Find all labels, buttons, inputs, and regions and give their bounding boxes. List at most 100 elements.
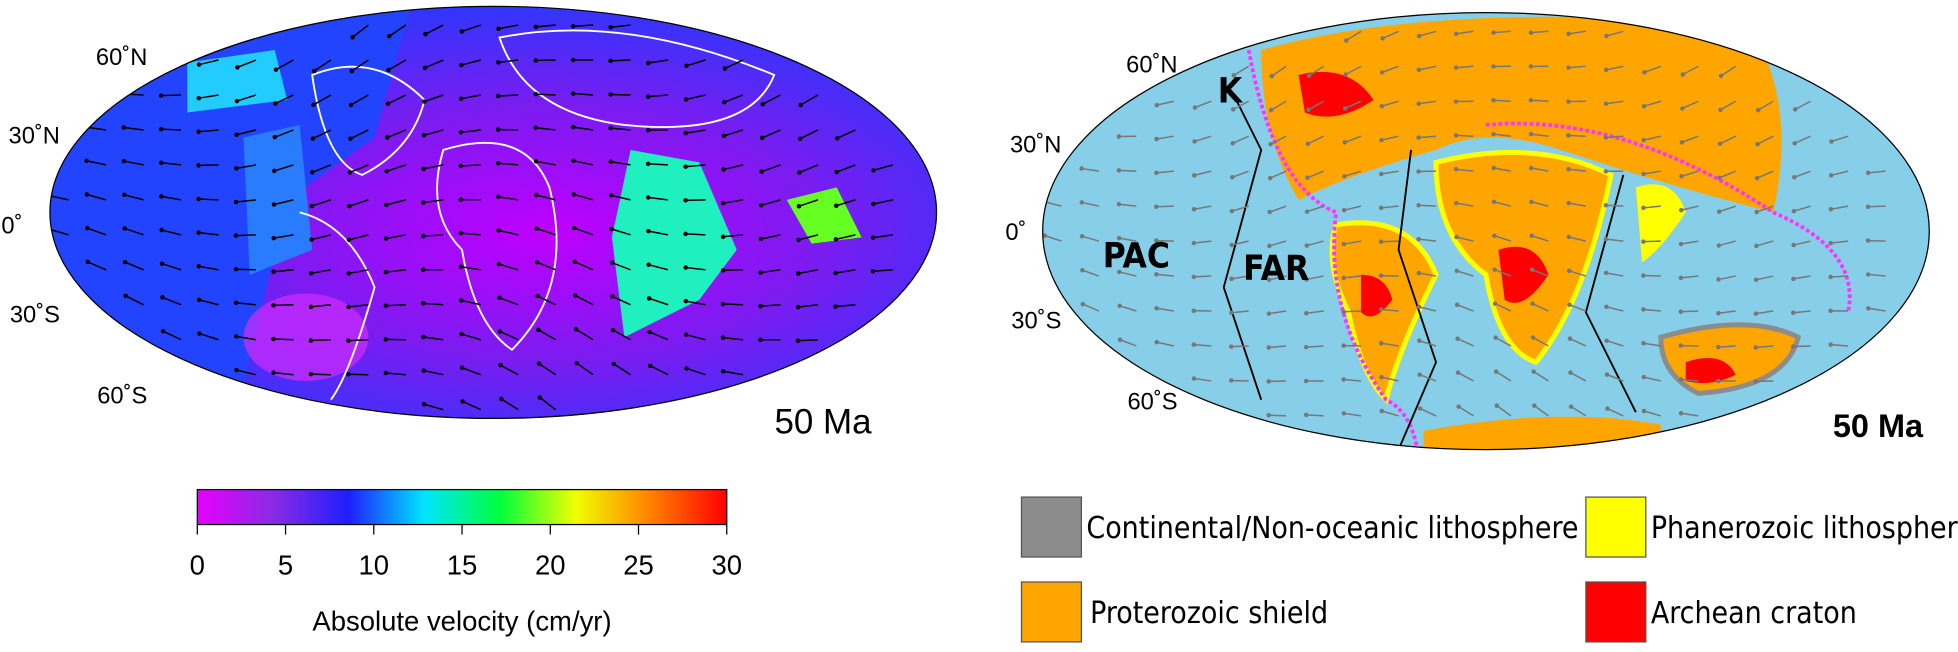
arrow-head <box>309 203 315 209</box>
arrow-shaft <box>424 59 444 69</box>
arrow-shaft <box>1568 65 1586 69</box>
arrow-shaft <box>1680 275 1699 279</box>
arrow-shaft <box>1418 100 1437 105</box>
arrow-head <box>1678 275 1684 281</box>
arrow-head <box>1529 233 1535 239</box>
arrow-head <box>1529 199 1534 205</box>
arrow-head <box>1604 304 1609 310</box>
arrow-head <box>121 91 126 97</box>
arrow-shaft <box>351 59 369 72</box>
arrow-head <box>1755 107 1761 113</box>
arrow-head <box>459 331 464 337</box>
arrow-head <box>347 170 353 175</box>
arrow-head <box>234 367 239 373</box>
arrow-shaft <box>537 329 557 341</box>
arrow-shaft <box>1231 240 1249 246</box>
arrow-head <box>1231 73 1237 78</box>
arrow-head <box>608 193 614 198</box>
arrow-shaft <box>1830 170 1849 177</box>
arrow-head <box>870 235 876 240</box>
arrow-head <box>459 62 464 68</box>
arrow-shaft <box>1345 65 1362 76</box>
arrow-head <box>1079 234 1085 239</box>
arrow-shaft <box>1718 205 1736 213</box>
arrow-shaft <box>836 164 856 173</box>
colorbar-tick-label: 10 <box>359 549 390 580</box>
arrow-shaft <box>1533 405 1549 417</box>
arrow-head <box>383 337 389 342</box>
legend: Continental/Non-oceanic lithosphere Phane… <box>1020 496 1958 643</box>
arrow-head <box>758 303 763 309</box>
arrow-shaft <box>273 199 294 206</box>
arrow-shaft <box>423 164 444 170</box>
arrow-head <box>1641 137 1647 143</box>
arrow-head <box>233 199 239 205</box>
arrow-head <box>497 295 502 301</box>
plate-label: K <box>1218 71 1244 111</box>
arrow-shaft <box>1270 100 1287 111</box>
arrow-head <box>760 101 765 107</box>
arrow-head <box>1378 239 1384 244</box>
arrow-head <box>346 304 351 310</box>
arrow-shaft <box>499 297 519 306</box>
arrow-shaft <box>1868 307 1886 312</box>
india-plate <box>611 149 737 338</box>
arrow-head <box>1754 209 1759 215</box>
arrow-head <box>871 201 876 207</box>
arrow-shaft <box>461 367 482 376</box>
arrow-head <box>1341 207 1347 213</box>
arrow-shaft <box>498 162 519 166</box>
arrow-head <box>1267 243 1272 249</box>
arrow-head <box>1603 203 1609 208</box>
arrow-head <box>496 194 501 200</box>
arrow-head <box>384 168 390 174</box>
map-outline <box>49 5 938 420</box>
arrow-head <box>1566 65 1571 70</box>
arrow-head <box>1154 306 1159 311</box>
arrow-head <box>1303 344 1309 350</box>
arrow-head <box>273 67 279 72</box>
arrow-shaft <box>349 164 369 174</box>
subduction-zone <box>1246 49 1420 450</box>
arrow-shaft <box>162 296 182 306</box>
arrow-shaft <box>423 369 444 376</box>
latitude-labels: 60˚N 30˚N 0˚ 30˚S 60˚S <box>1 45 147 409</box>
arrow-shaft <box>1531 201 1549 207</box>
arrow-head <box>196 129 201 135</box>
arrow-head <box>720 268 726 273</box>
arrow-shaft <box>1306 205 1324 213</box>
arrow-shaft <box>1268 310 1287 315</box>
arrow-shaft <box>535 93 556 96</box>
arrow-shaft <box>685 233 706 236</box>
arrow-head <box>235 65 240 70</box>
arrow-head <box>421 368 426 373</box>
arrow-head <box>1343 72 1348 77</box>
arrow-shaft <box>1307 170 1324 179</box>
arrow-head <box>421 267 426 272</box>
arrow-shaft <box>1606 373 1624 382</box>
arrow-head <box>1753 345 1759 350</box>
arrow-head <box>1717 141 1723 147</box>
arrow-head <box>158 93 164 98</box>
arrow-head <box>310 136 316 141</box>
arrow-head <box>1342 106 1348 111</box>
arrow-head <box>346 372 351 377</box>
arrow-head <box>608 25 613 30</box>
age-label: 50 Ma <box>1833 408 1924 444</box>
arrow-shaft <box>1643 274 1661 277</box>
arrow-head <box>533 125 539 130</box>
arrow-head <box>759 169 764 174</box>
arrow-head <box>1492 233 1497 239</box>
arrow-head <box>499 396 504 402</box>
arrow-shaft <box>424 94 444 103</box>
latitude-label: 30˚S <box>1011 309 1061 335</box>
arrow-shaft <box>1756 205 1774 213</box>
arrow-head <box>271 269 276 275</box>
arrow-head <box>1716 243 1722 248</box>
arrow-shaft <box>573 160 594 166</box>
arrow-head <box>1568 370 1573 375</box>
arrow-shaft <box>1419 373 1437 382</box>
arrow-head <box>1492 301 1498 306</box>
arrow-head <box>1753 277 1759 283</box>
arrow-head <box>160 328 166 334</box>
